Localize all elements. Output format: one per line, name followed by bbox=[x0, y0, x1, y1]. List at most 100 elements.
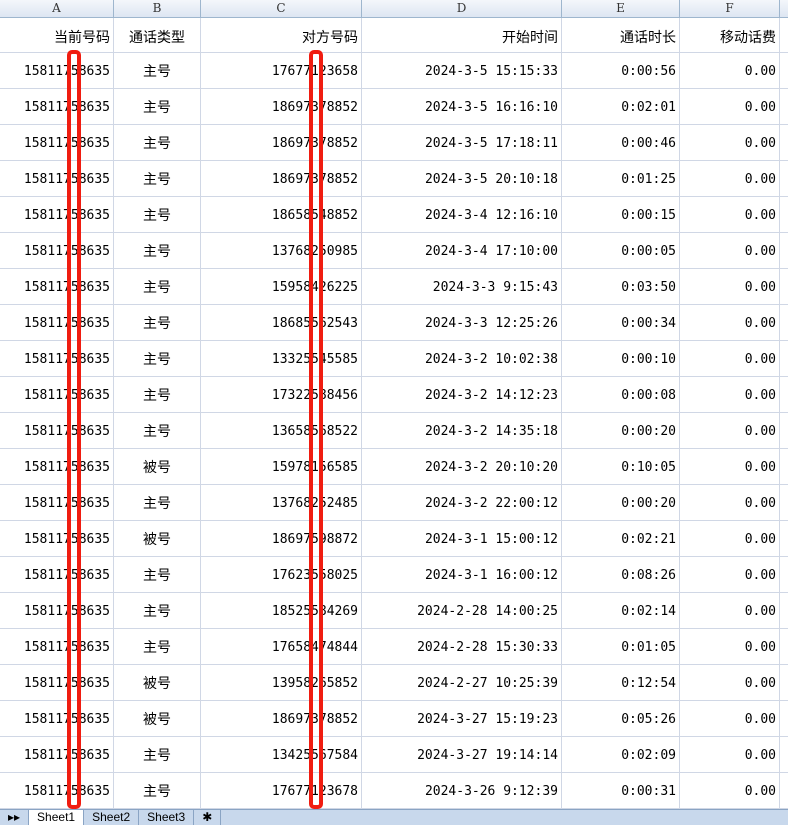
duration-cell[interactable]: 0:01:25 bbox=[562, 161, 680, 196]
col-header-f[interactable]: F bbox=[680, 0, 780, 17]
fee-cell[interactable]: 0.00 bbox=[680, 773, 780, 808]
duration-cell[interactable]: 0:02:09 bbox=[562, 737, 680, 772]
duration-cell[interactable]: 0:00:20 bbox=[562, 485, 680, 520]
start-time-cell[interactable]: 2024-3-2 20:10:20 bbox=[362, 449, 562, 484]
current-number-cell[interactable]: 15811758635 bbox=[0, 629, 114, 664]
fee-cell[interactable]: 0.00 bbox=[680, 305, 780, 340]
other-number-cell[interactable]: 17677123678 bbox=[201, 773, 362, 808]
header-cell[interactable]: 通话时长 bbox=[562, 18, 680, 52]
fee-cell[interactable]: 0.00 bbox=[680, 521, 780, 556]
fee-cell[interactable]: 0.00 bbox=[680, 737, 780, 772]
duration-cell[interactable]: 0:08:26 bbox=[562, 557, 680, 592]
fee-cell[interactable]: 0.00 bbox=[680, 53, 780, 88]
duration-cell[interactable]: 0:12:54 bbox=[562, 665, 680, 700]
fee-cell[interactable]: 0.00 bbox=[680, 449, 780, 484]
current-number-cell[interactable]: 15811758635 bbox=[0, 701, 114, 736]
fee-cell[interactable]: 0.00 bbox=[680, 89, 780, 124]
duration-cell[interactable]: 0:00:46 bbox=[562, 125, 680, 160]
current-number-cell[interactable]: 15811758635 bbox=[0, 305, 114, 340]
other-number-cell[interactable]: 18697378852 bbox=[201, 701, 362, 736]
call-type-cell[interactable]: 主号 bbox=[114, 413, 201, 448]
other-number-cell[interactable]: 18697598872 bbox=[201, 521, 362, 556]
current-number-cell[interactable]: 15811758635 bbox=[0, 269, 114, 304]
col-header-c[interactable]: C bbox=[201, 0, 362, 17]
duration-cell[interactable]: 0:02:14 bbox=[562, 593, 680, 628]
other-number-cell[interactable]: 18697378852 bbox=[201, 89, 362, 124]
start-time-cell[interactable]: 2024-3-1 16:00:12 bbox=[362, 557, 562, 592]
other-number-cell[interactable]: 13425567584 bbox=[201, 737, 362, 772]
fee-cell[interactable]: 0.00 bbox=[680, 377, 780, 412]
call-type-cell[interactable]: 主号 bbox=[114, 89, 201, 124]
call-type-cell[interactable]: 主号 bbox=[114, 53, 201, 88]
call-type-cell[interactable]: 主号 bbox=[114, 557, 201, 592]
fee-cell[interactable]: 0.00 bbox=[680, 269, 780, 304]
other-number-cell[interactable]: 13768252485 bbox=[201, 485, 362, 520]
call-type-cell[interactable]: 主号 bbox=[114, 233, 201, 268]
current-number-cell[interactable]: 15811758635 bbox=[0, 161, 114, 196]
duration-cell[interactable]: 0:02:21 bbox=[562, 521, 680, 556]
call-type-cell[interactable]: 主号 bbox=[114, 161, 201, 196]
other-number-cell[interactable]: 17658474844 bbox=[201, 629, 362, 664]
current-number-cell[interactable]: 15811758635 bbox=[0, 737, 114, 772]
duration-cell[interactable]: 0:03:50 bbox=[562, 269, 680, 304]
other-number-cell[interactable]: 18697378852 bbox=[201, 125, 362, 160]
fee-cell[interactable]: 0.00 bbox=[680, 665, 780, 700]
call-type-cell[interactable]: 主号 bbox=[114, 377, 201, 412]
current-number-cell[interactable]: 15811758635 bbox=[0, 485, 114, 520]
col-header-b[interactable]: B bbox=[114, 0, 201, 17]
header-cell[interactable]: 开始时间 bbox=[362, 18, 562, 52]
fee-cell[interactable]: 0.00 bbox=[680, 629, 780, 664]
other-number-cell[interactable]: 17677123658 bbox=[201, 53, 362, 88]
call-type-cell[interactable]: 主号 bbox=[114, 269, 201, 304]
current-number-cell[interactable]: 15811758635 bbox=[0, 413, 114, 448]
other-number-cell[interactable]: 15958426225 bbox=[201, 269, 362, 304]
start-time-cell[interactable]: 2024-3-5 16:16:10 bbox=[362, 89, 562, 124]
call-type-cell[interactable]: 主号 bbox=[114, 629, 201, 664]
fee-cell[interactable]: 0.00 bbox=[680, 557, 780, 592]
other-number-cell[interactable]: 17322588456 bbox=[201, 377, 362, 412]
duration-cell[interactable]: 0:00:56 bbox=[562, 53, 680, 88]
other-number-cell[interactable]: 15978156585 bbox=[201, 449, 362, 484]
start-time-cell[interactable]: 2024-2-28 15:30:33 bbox=[362, 629, 562, 664]
call-type-cell[interactable]: 被号 bbox=[114, 449, 201, 484]
header-cell[interactable]: 通话类型 bbox=[114, 18, 201, 52]
start-time-cell[interactable]: 2024-3-3 12:25:26 bbox=[362, 305, 562, 340]
start-time-cell[interactable]: 2024-3-5 20:10:18 bbox=[362, 161, 562, 196]
duration-cell[interactable]: 0:02:01 bbox=[562, 89, 680, 124]
current-number-cell[interactable]: 15811758635 bbox=[0, 233, 114, 268]
current-number-cell[interactable]: 15811758635 bbox=[0, 53, 114, 88]
other-number-cell[interactable]: 18697378852 bbox=[201, 161, 362, 196]
call-type-cell[interactable]: 被号 bbox=[114, 521, 201, 556]
other-number-cell[interactable]: 18658548852 bbox=[201, 197, 362, 232]
call-type-cell[interactable]: 主号 bbox=[114, 305, 201, 340]
duration-cell[interactable]: 0:00:15 bbox=[562, 197, 680, 232]
header-cell[interactable]: 当前号码 bbox=[0, 18, 114, 52]
start-time-cell[interactable]: 2024-3-2 14:35:18 bbox=[362, 413, 562, 448]
current-number-cell[interactable]: 15811758635 bbox=[0, 341, 114, 376]
start-time-cell[interactable]: 2024-2-27 10:25:39 bbox=[362, 665, 562, 700]
other-number-cell[interactable]: 13768250985 bbox=[201, 233, 362, 268]
fee-cell[interactable]: 0.00 bbox=[680, 161, 780, 196]
fee-cell[interactable]: 0.00 bbox=[680, 341, 780, 376]
duration-cell[interactable]: 0:00:34 bbox=[562, 305, 680, 340]
duration-cell[interactable]: 0:00:10 bbox=[562, 341, 680, 376]
tab-sheet3[interactable]: Sheet3 bbox=[139, 810, 195, 825]
fee-cell[interactable]: 0.00 bbox=[680, 413, 780, 448]
duration-cell[interactable]: 0:00:31 bbox=[562, 773, 680, 808]
start-time-cell[interactable]: 2024-3-1 15:00:12 bbox=[362, 521, 562, 556]
current-number-cell[interactable]: 15811758635 bbox=[0, 125, 114, 160]
header-cell[interactable]: 对方号码 bbox=[201, 18, 362, 52]
current-number-cell[interactable]: 15811758635 bbox=[0, 593, 114, 628]
start-time-cell[interactable]: 2024-3-3 9:15:43 bbox=[362, 269, 562, 304]
call-type-cell[interactable]: 主号 bbox=[114, 197, 201, 232]
call-type-cell[interactable]: 被号 bbox=[114, 665, 201, 700]
fee-cell[interactable]: 0.00 bbox=[680, 125, 780, 160]
other-number-cell[interactable]: 17623558025 bbox=[201, 557, 362, 592]
other-number-cell[interactable]: 13658568522 bbox=[201, 413, 362, 448]
duration-cell[interactable]: 0:10:05 bbox=[562, 449, 680, 484]
other-number-cell[interactable]: 18525584269 bbox=[201, 593, 362, 628]
fee-cell[interactable]: 0.00 bbox=[680, 233, 780, 268]
current-number-cell[interactable]: 15811758635 bbox=[0, 89, 114, 124]
tab-nav-arrows-icon[interactable]: ▸▸ bbox=[0, 810, 30, 825]
call-type-cell[interactable]: 主号 bbox=[114, 125, 201, 160]
